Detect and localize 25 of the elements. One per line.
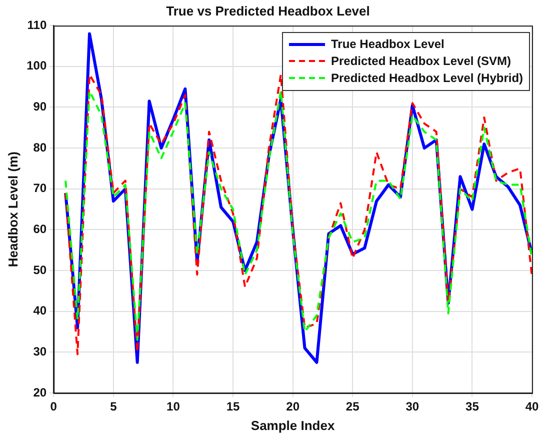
x-tick-label: 0 [50,400,58,414]
y-tick-label: 100 [26,58,47,73]
y-tick-label: 50 [33,262,47,277]
legend-label: True Headbox Level [331,37,444,52]
y-tick-label: 30 [33,344,47,358]
y-tick-label: 20 [33,385,47,400]
y-tick-label: 40 [33,304,47,318]
x-tick-label: 40 [525,400,539,414]
x-tick-label: 20 [286,400,300,414]
x-tick-label: 10 [166,400,180,414]
x-tick-label: 15 [226,400,240,414]
y-axis-title: Headbox Level (m) [5,152,20,268]
x-axis-title: Sample Index [250,418,336,433]
x-tick-label: 25 [346,400,360,414]
chart-title: True vs Predicted Headbox Level [166,3,370,18]
y-tick-label: 60 [33,222,47,236]
y-tick-label: 80 [33,140,47,154]
y-tick-label: 110 [27,18,47,32]
x-tick-label: 30 [406,400,420,414]
x-tick-label: 5 [110,400,118,414]
y-tick-label: 90 [33,100,47,114]
x-tick-label: 35 [466,400,480,414]
y-tick-label: 70 [33,181,47,196]
legend-label: Predicted Headbox Level (Hybrid) [331,71,524,86]
legend-label: Predicted Headbox Level (SVM) [331,54,512,68]
